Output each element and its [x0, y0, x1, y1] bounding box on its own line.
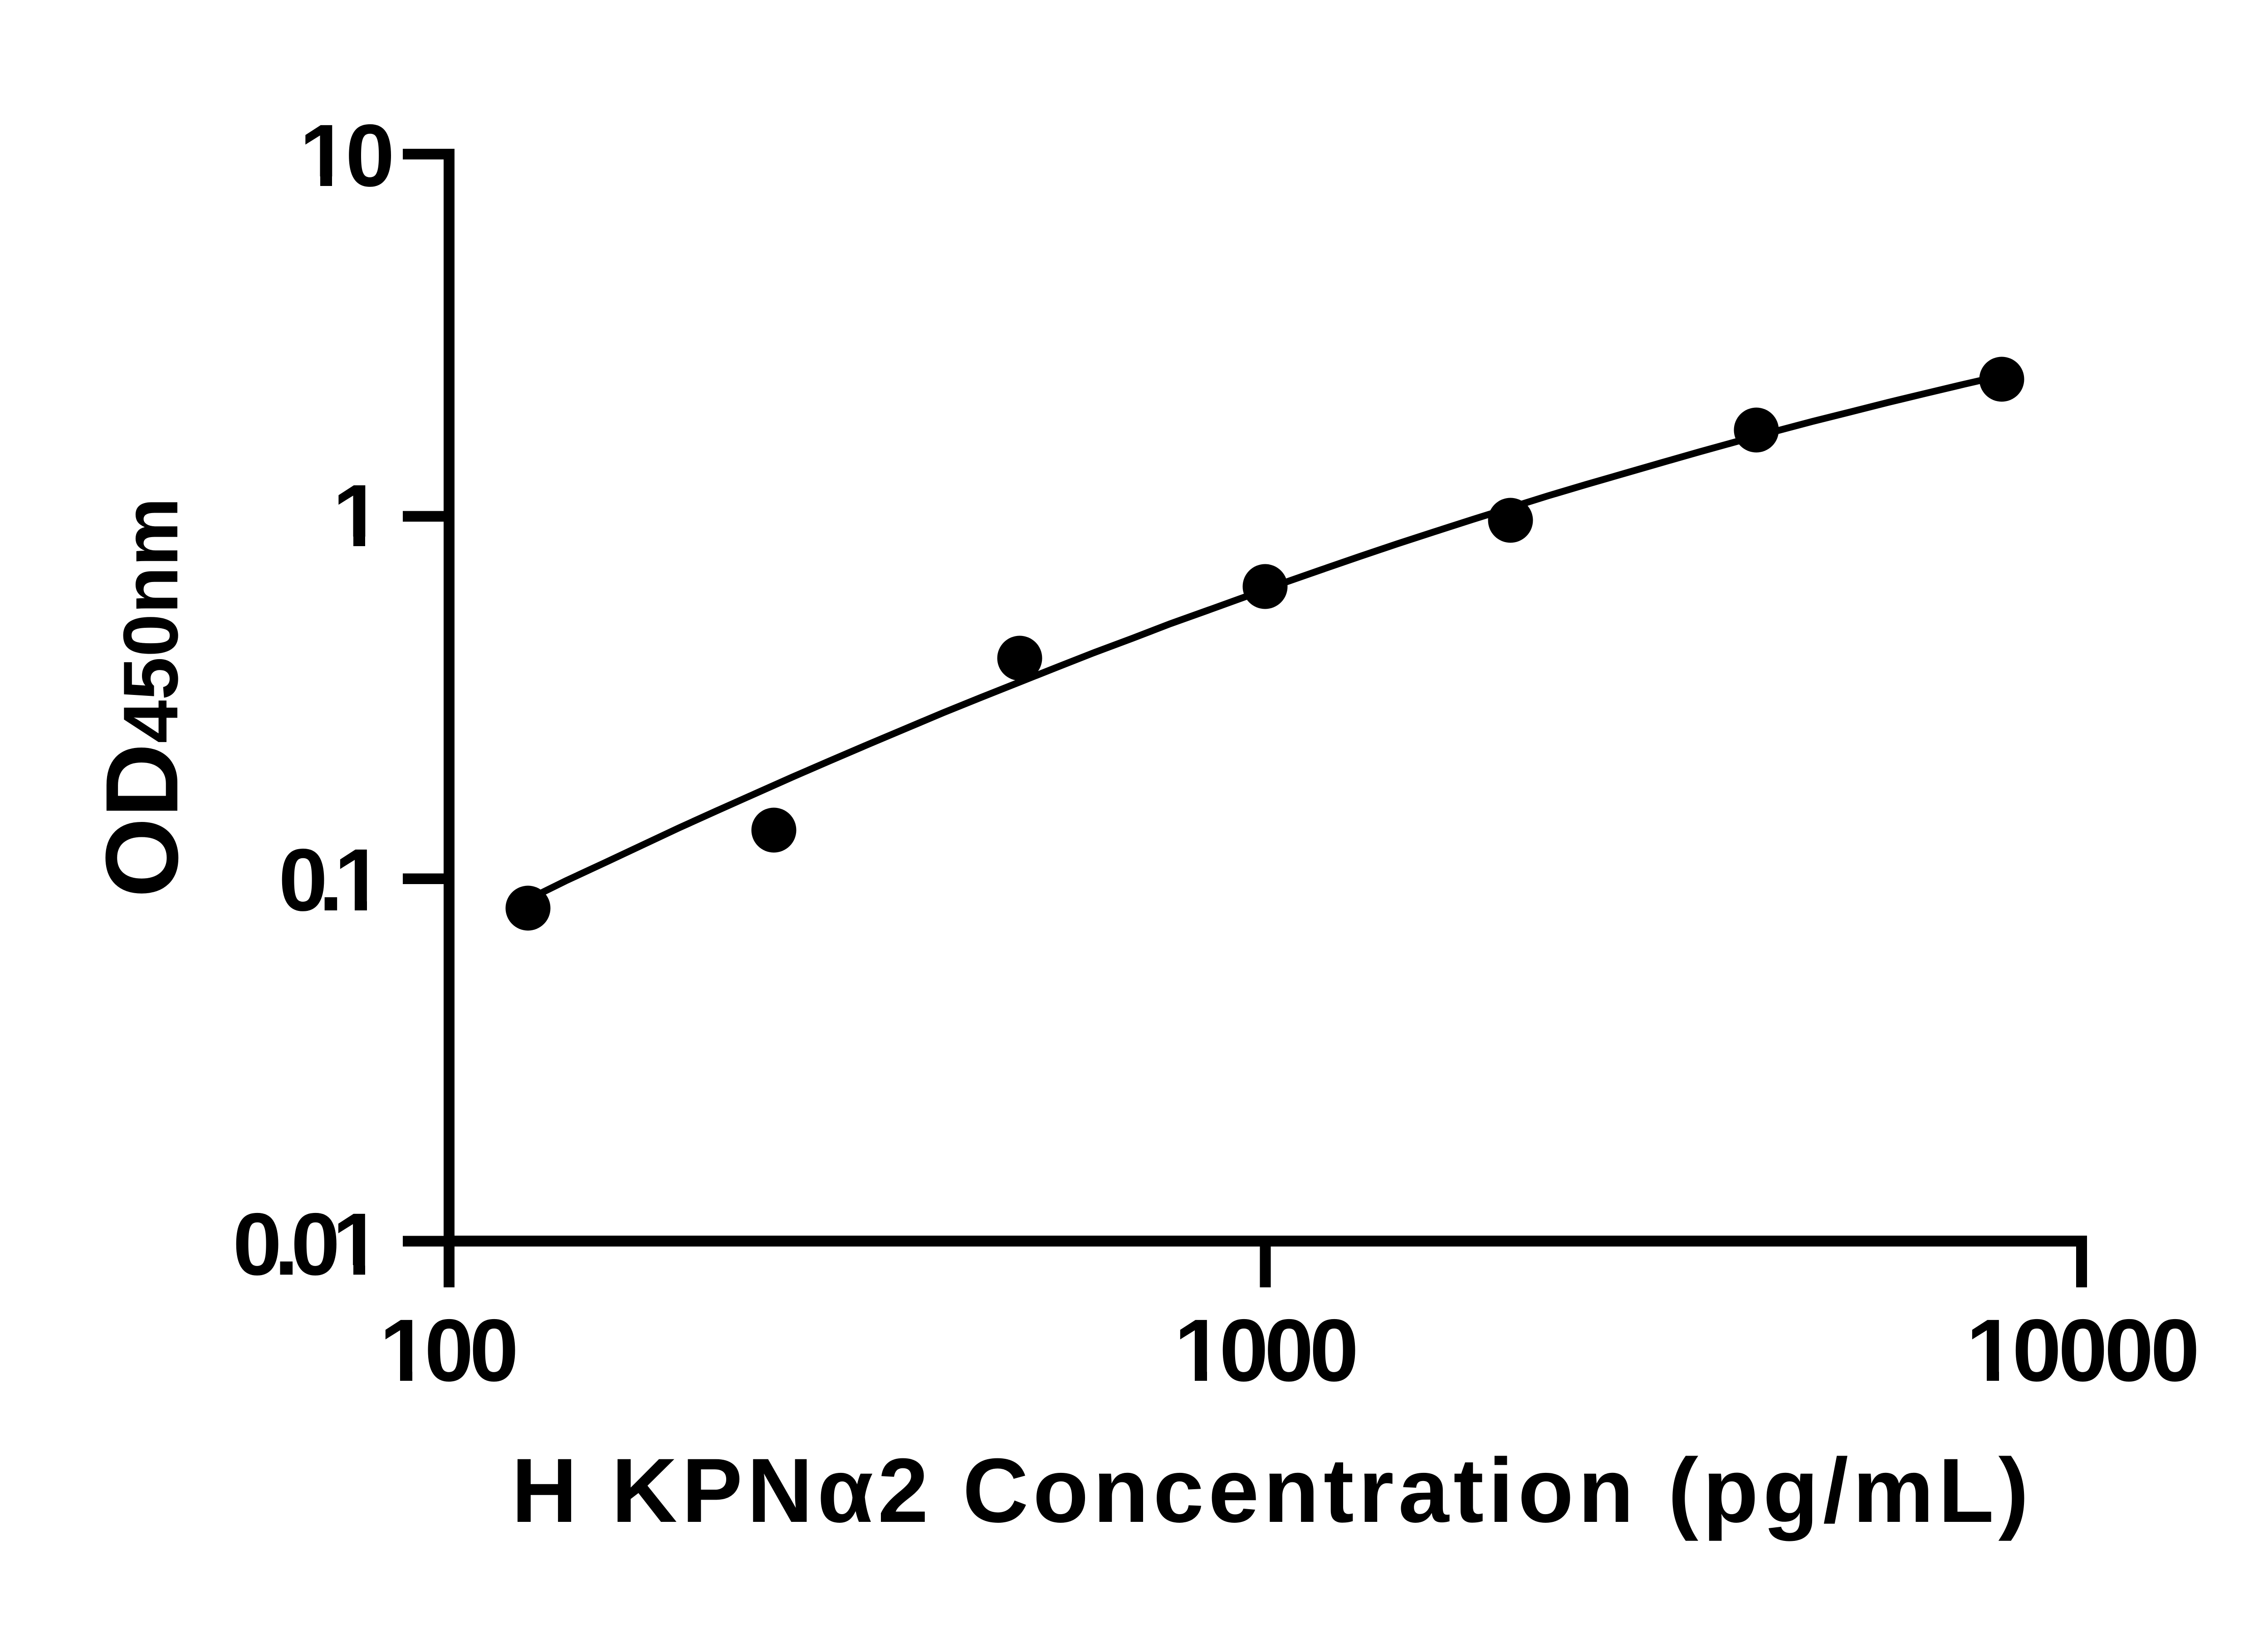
svg-text:100: 100 [380, 1301, 519, 1400]
svg-text:0.1: 0.1 [279, 831, 383, 929]
svg-text:10000: 10000 [1966, 1301, 2200, 1400]
svg-text:1: 1 [332, 466, 381, 565]
svg-text:1000: 1000 [1174, 1301, 1359, 1400]
svg-text:10: 10 [299, 106, 395, 205]
svg-text:0.01: 0.01 [233, 1195, 381, 1294]
svg-text:H KPNα2 Concentration (pg/mL): H KPNα2 Concentration (pg/mL) [512, 1439, 2029, 1541]
svg-text:OD450nm: OD450nm [85, 498, 200, 898]
